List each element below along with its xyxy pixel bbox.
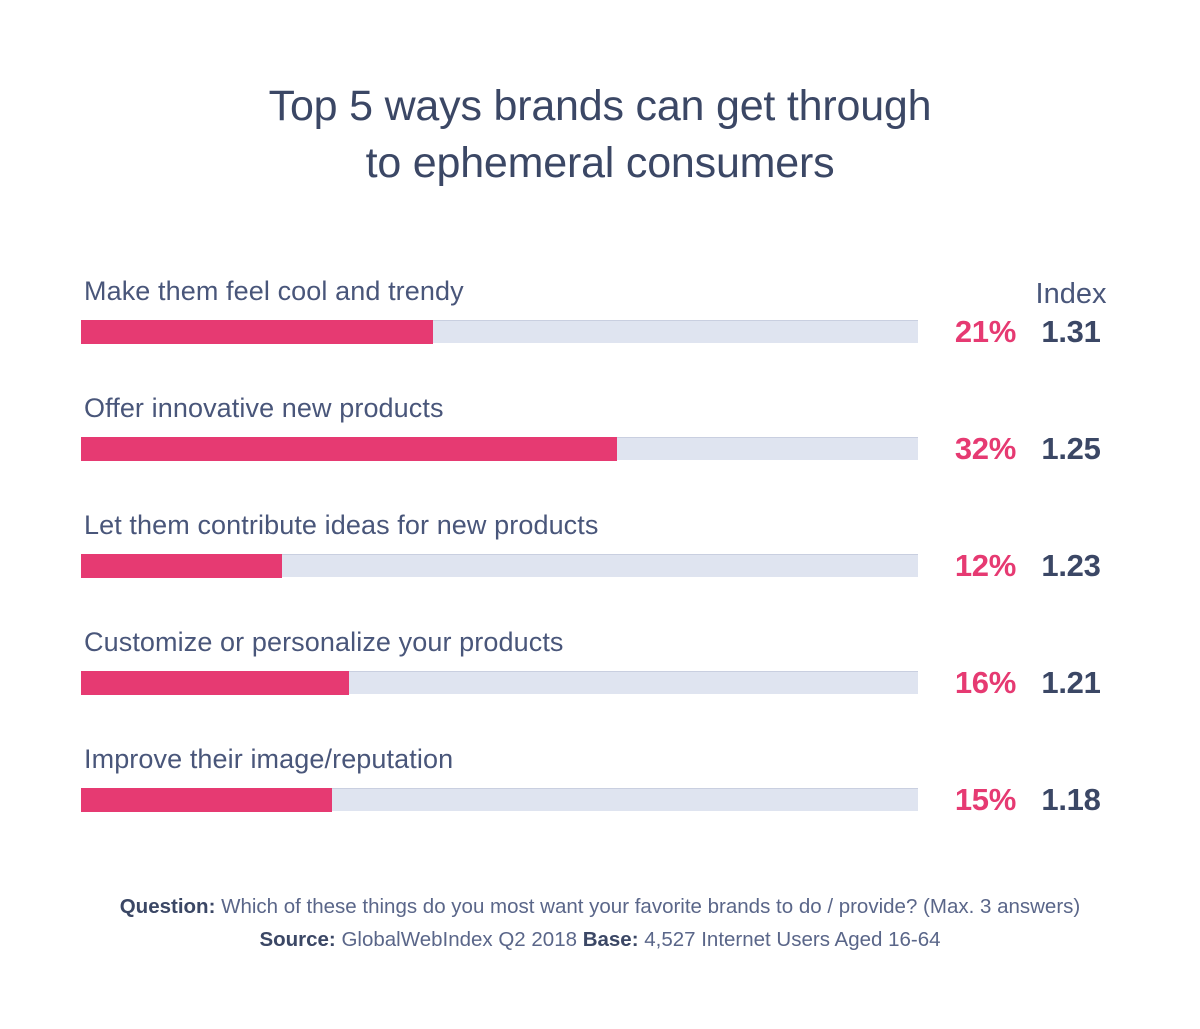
bar-row: Let them contribute ideas for new produc… [0,510,1200,627]
bar-track [81,437,918,461]
bar-track [81,671,918,695]
bar-index-value: 1.18 [1041,782,1101,817]
footnote-source-text: GlobalWebIndex Q2 2018 [335,928,583,952]
footnote-question-label: Question: [119,895,216,918]
bar-row-label: Make them feel cool and trendy [84,276,464,306]
bar-fill [81,320,433,344]
bar-index-value: 1.21 [1041,665,1101,700]
bar-percent-value: 12% [954,548,1016,583]
bar-fill [81,437,617,461]
bar-index-value: 1.25 [1041,431,1101,466]
footnote-question-line: Question: Which of these things do you m… [0,890,1200,923]
index-column-header: Index [1035,278,1107,310]
bar-fill [81,671,349,695]
bar-percent-value: 16% [954,665,1016,700]
page-title: Top 5 ways brands can get through to eph… [0,78,1200,192]
bar-percent-value: 21% [954,314,1016,349]
bar-index-value: 1.31 [1041,314,1101,349]
bar-row-label: Let them contribute ideas for new produc… [84,510,599,540]
title-line-1: Top 5 ways brands can get through [268,82,932,130]
footnote-source-line: Source: GlobalWebIndex Q2 2018 Base: 4,5… [0,923,1200,956]
bar-row-label: Customize or personalize your products [84,627,564,657]
footnote-source-label: Source: [259,928,336,952]
bar-row-label: Offer innovative new products [84,393,444,423]
bar-row: Make them feel cool and trendy 21% 1.31 [0,276,1200,393]
bar-chart-rows: Make them feel cool and trendy 21% 1.31 … [0,276,1200,861]
footnote-base-label: Base: [582,928,639,952]
footnote: Question: Which of these things do you m… [0,890,1200,956]
bar-row: Improve their image/reputation 15% 1.18 [0,744,1200,861]
bar-row: Customize or personalize your products 1… [0,627,1200,744]
bar-fill [81,554,282,578]
bar-percent-value: 15% [954,782,1016,817]
bar-row: Offer innovative new products 32% 1.25 [0,393,1200,510]
bar-track [81,320,918,344]
bar-track [81,788,918,812]
footnote-question-text: Which of these things do you most want y… [215,895,1081,918]
bar-row-label: Improve their image/reputation [84,744,454,774]
bar-fill [81,788,333,812]
bar-index-value: 1.23 [1041,548,1101,583]
bar-percent-value: 32% [954,431,1016,466]
title-line-2: to ephemeral consumers [365,138,835,187]
bar-track [81,554,918,578]
footnote-base-text: 4,527 Internet Users Aged 16-64 [638,928,941,952]
